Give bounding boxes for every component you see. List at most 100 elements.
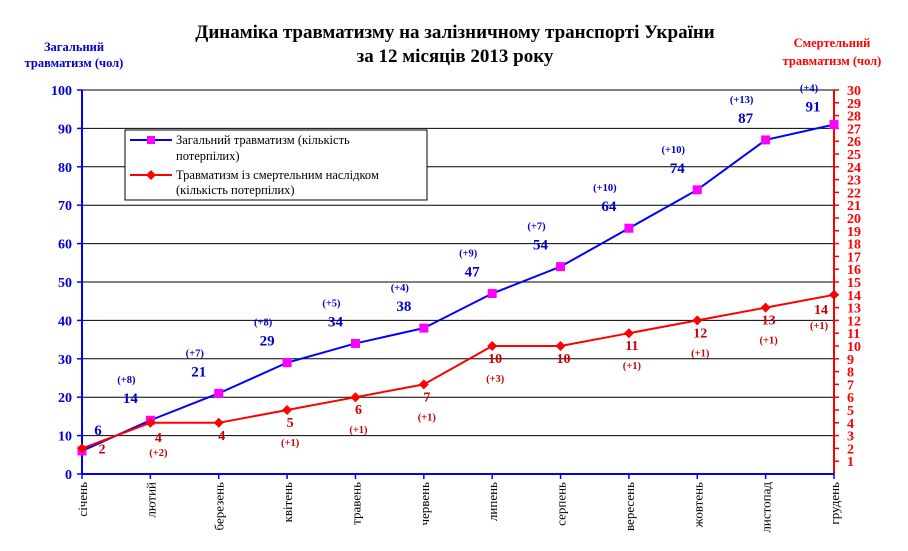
left-axis-tick-label: 100 <box>51 84 72 99</box>
right-axis-tick-label: 26 <box>847 135 861 150</box>
x-axis-tick-label: серпень <box>554 482 569 526</box>
data-label-total: 29 <box>260 334 275 350</box>
right-axis-tick-label: 14 <box>847 289 861 304</box>
left-axis-tick-label: 0 <box>65 468 72 483</box>
left-axis-title-line2: травматизм (чол) <box>25 56 124 70</box>
legend-marker-fatal <box>146 170 156 180</box>
data-label-fatal: 13 <box>762 314 776 329</box>
data-label-fatal: 7 <box>423 390 430 405</box>
x-axis-tick-label: квітень <box>280 482 295 522</box>
data-point-fatal <box>77 443 87 454</box>
right-axis-tick-label: 11 <box>847 327 860 342</box>
left-axis-tick-label: 90 <box>58 122 72 137</box>
chart-title-line2: за 12 місяців 2013 року <box>357 46 554 67</box>
left-axis-tick-label: 20 <box>58 391 72 406</box>
data-label-fatal: 5 <box>287 416 294 431</box>
data-label-total: 34 <box>328 314 344 330</box>
delta-label-fatal: (+1) <box>349 425 368 436</box>
right-axis-tick-label: 16 <box>847 263 861 278</box>
delta-label-fatal: (+1) <box>760 336 779 347</box>
delta-label-fatal: (+1) <box>623 361 642 372</box>
x-axis-tick-label: травень <box>348 482 363 525</box>
right-axis-tick-label: 10 <box>847 340 861 355</box>
left-axis-tick-label: 80 <box>58 161 72 176</box>
data-label-total: 14 <box>123 391 139 407</box>
axes: 0102030405060708090100123456789101112131… <box>51 84 861 533</box>
data-point-fatal <box>760 302 771 313</box>
data-point-total <box>692 185 702 195</box>
data-point-fatal <box>829 289 839 300</box>
right-axis-tick-label: 13 <box>847 302 861 317</box>
delta-label-fatal: (+1) <box>810 321 829 332</box>
right-axis-title-line1: Смертельний <box>794 36 871 50</box>
legend-label-total-line2: потерпілих) <box>176 149 240 163</box>
legend: Загальний травматизм (кількість потерпіл… <box>124 129 428 201</box>
data-point-total <box>624 223 634 233</box>
left-axis-tick-label: 10 <box>58 430 72 445</box>
delta-label-total: (+4) <box>800 84 819 95</box>
delta-label-fatal: (+1) <box>281 438 300 449</box>
delta-label-total: (+7) <box>527 222 546 233</box>
right-axis-tick-label: 30 <box>847 84 861 99</box>
right-axis-tick-label: 24 <box>847 161 861 176</box>
data-point-fatal <box>487 341 498 351</box>
delta-label-total: (+10) <box>662 145 686 156</box>
left-axis-title-line1: Загальний <box>44 40 104 54</box>
data-label-total: 64 <box>601 199 617 215</box>
data-label-fatal: 14 <box>814 303 828 318</box>
right-axis-tick-label: 18 <box>847 238 861 253</box>
series-layer <box>77 120 839 456</box>
right-axis-tick-label: 3 <box>847 430 854 445</box>
series-line-total <box>81 123 835 452</box>
data-label-fatal: 2 <box>99 442 106 457</box>
legend-label-total-line1: Загальний травматизм (кількість <box>176 133 350 147</box>
right-axis-title-line2: травматизм (чол) <box>783 54 882 68</box>
data-label-total: 74 <box>670 161 686 177</box>
delta-label-total: (+7) <box>186 348 205 359</box>
right-axis-tick-label: 5 <box>847 404 854 419</box>
right-axis-tick-label: 29 <box>847 97 861 112</box>
data-label-fatal: 12 <box>693 326 707 341</box>
data-point-fatal <box>213 417 224 428</box>
right-axis-tick-label: 9 <box>847 353 854 368</box>
delta-label-fatal: (+2) <box>149 448 168 459</box>
right-axis-tick-label: 7 <box>847 378 854 393</box>
delta-label-fatal: (+3) <box>486 374 505 385</box>
delta-label-total: (+5) <box>322 298 341 309</box>
data-label-fatal: 10 <box>488 352 502 367</box>
delta-label-total: (+8) <box>254 318 273 329</box>
right-axis-tick-label: 19 <box>847 225 861 240</box>
data-point-total <box>214 388 224 398</box>
data-label-total: 54 <box>533 238 549 254</box>
delta-label-total: (+4) <box>391 283 410 294</box>
data-point-total <box>761 135 771 145</box>
chart-title-line1: Динаміка травматизму на залізничному тра… <box>195 22 715 43</box>
right-axis-tick-label: 8 <box>847 366 854 381</box>
data-point-fatal <box>555 341 566 351</box>
data-point-total <box>829 120 839 130</box>
x-axis-tick-label: листопад <box>759 482 774 533</box>
legend-label-fatal-line1: Травматизм із смертельним наслідком <box>176 168 379 182</box>
left-axis-tick-label: 50 <box>58 276 72 291</box>
legend-box <box>124 129 428 201</box>
x-axis-tick-label: вересень <box>622 482 637 531</box>
right-axis-tick-label: 1 <box>847 455 854 470</box>
data-point-total <box>419 323 429 333</box>
left-axis-tick-label: 60 <box>58 238 72 253</box>
data-label-total: 21 <box>191 364 206 380</box>
data-label-total: 47 <box>465 265 481 281</box>
right-axis-tick-label: 6 <box>847 391 854 406</box>
right-axis-tick-label: 20 <box>847 212 861 227</box>
data-point-fatal <box>145 417 156 428</box>
data-point-total <box>282 358 292 368</box>
data-point-fatal <box>623 328 634 339</box>
data-label-total: 38 <box>396 299 411 315</box>
right-axis-tick-label: 25 <box>847 148 861 163</box>
data-point-total <box>556 262 566 272</box>
delta-label-total: (+13) <box>730 95 754 106</box>
right-axis-tick-label: 2 <box>847 442 854 457</box>
delta-label-total: (+10) <box>593 183 617 194</box>
left-axis-tick-label: 30 <box>58 353 72 368</box>
x-axis-tick-label: липень <box>485 482 500 521</box>
